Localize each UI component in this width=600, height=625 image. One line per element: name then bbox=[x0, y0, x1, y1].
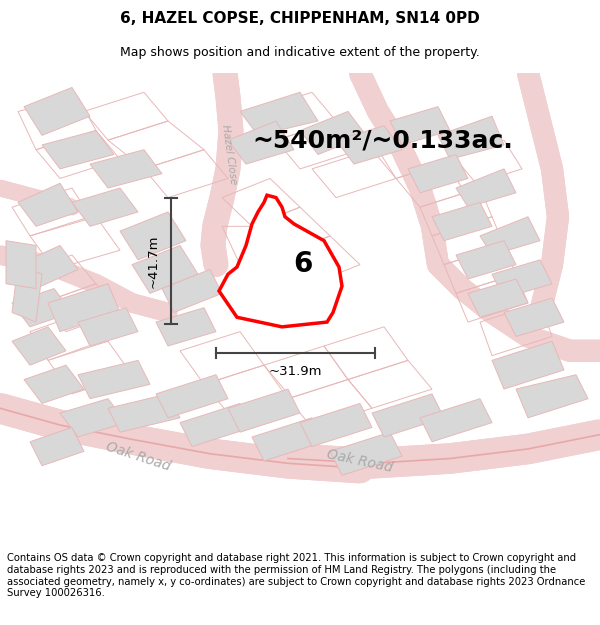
Polygon shape bbox=[492, 341, 564, 389]
Polygon shape bbox=[156, 375, 228, 418]
Text: ~41.7m: ~41.7m bbox=[146, 234, 160, 288]
Text: Hazel Close: Hazel Close bbox=[220, 124, 238, 185]
Polygon shape bbox=[219, 195, 342, 327]
Polygon shape bbox=[78, 361, 150, 399]
Text: Contains OS data © Crown copyright and database right 2021. This information is : Contains OS data © Crown copyright and d… bbox=[7, 553, 586, 598]
Polygon shape bbox=[492, 260, 552, 298]
Polygon shape bbox=[120, 212, 186, 260]
Polygon shape bbox=[468, 279, 528, 318]
Polygon shape bbox=[480, 217, 540, 255]
Polygon shape bbox=[90, 150, 162, 188]
Text: ~31.9m: ~31.9m bbox=[269, 365, 322, 378]
Polygon shape bbox=[516, 375, 588, 418]
Polygon shape bbox=[420, 399, 492, 442]
Polygon shape bbox=[156, 308, 216, 346]
Polygon shape bbox=[12, 264, 42, 322]
Polygon shape bbox=[456, 241, 516, 279]
Polygon shape bbox=[48, 284, 120, 332]
Polygon shape bbox=[18, 246, 78, 289]
Polygon shape bbox=[228, 121, 294, 164]
Polygon shape bbox=[336, 126, 402, 164]
Polygon shape bbox=[108, 394, 180, 432]
Polygon shape bbox=[240, 92, 318, 136]
Polygon shape bbox=[24, 88, 90, 136]
Polygon shape bbox=[456, 169, 516, 207]
Text: 6, HAZEL COPSE, CHIPPENHAM, SN14 0PD: 6, HAZEL COPSE, CHIPPENHAM, SN14 0PD bbox=[120, 11, 480, 26]
Polygon shape bbox=[30, 428, 84, 466]
Polygon shape bbox=[432, 202, 492, 241]
Polygon shape bbox=[258, 264, 318, 308]
Text: Map shows position and indicative extent of the property.: Map shows position and indicative extent… bbox=[120, 46, 480, 59]
Text: Oak Road: Oak Road bbox=[104, 439, 172, 473]
Polygon shape bbox=[180, 404, 252, 446]
Polygon shape bbox=[438, 116, 504, 159]
Polygon shape bbox=[72, 188, 138, 226]
Polygon shape bbox=[390, 107, 450, 145]
Polygon shape bbox=[6, 241, 36, 289]
Polygon shape bbox=[504, 298, 564, 336]
Polygon shape bbox=[408, 154, 468, 192]
Polygon shape bbox=[162, 269, 222, 312]
Polygon shape bbox=[78, 308, 138, 346]
Polygon shape bbox=[228, 389, 300, 432]
Polygon shape bbox=[12, 289, 72, 327]
Polygon shape bbox=[300, 404, 372, 446]
Polygon shape bbox=[18, 183, 78, 226]
Polygon shape bbox=[372, 394, 444, 437]
Polygon shape bbox=[330, 432, 402, 475]
Polygon shape bbox=[42, 131, 114, 169]
Text: Oak Road: Oak Road bbox=[326, 447, 394, 475]
Polygon shape bbox=[300, 111, 366, 154]
Polygon shape bbox=[12, 327, 66, 365]
Polygon shape bbox=[132, 246, 198, 293]
Polygon shape bbox=[60, 399, 126, 437]
Polygon shape bbox=[24, 365, 84, 404]
Text: 6: 6 bbox=[293, 250, 312, 278]
Text: ~540m²/~0.133ac.: ~540m²/~0.133ac. bbox=[252, 128, 513, 152]
Polygon shape bbox=[252, 418, 324, 461]
